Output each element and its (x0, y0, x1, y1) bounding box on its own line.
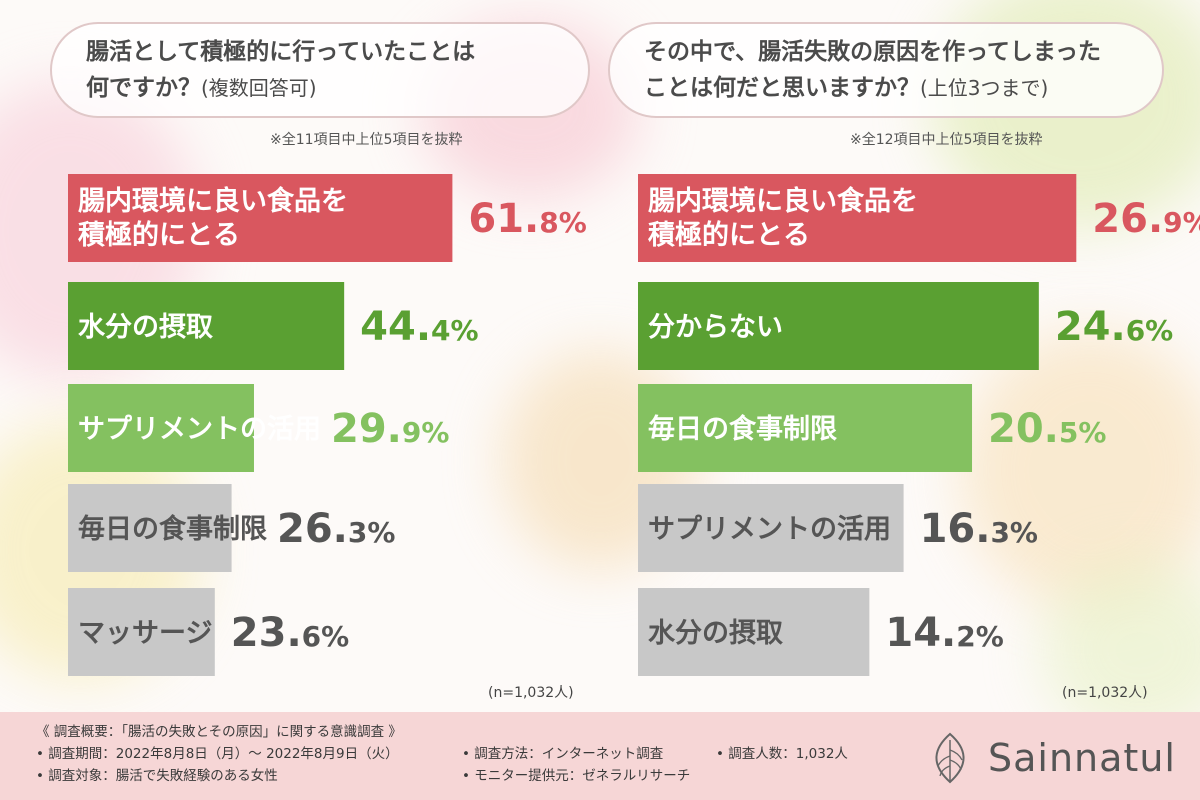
category-label-right-1: 腸内環境に良い食品を積極的にとる (648, 185, 918, 251)
value-label-left-2: 44.4% (360, 304, 478, 350)
value-label-right-2: 24.6% (1055, 304, 1173, 350)
category-label-left-2: 水分の摂取 (78, 312, 213, 343)
right-n-label: (n=1,032人) (1062, 685, 1148, 701)
footer-title: 《 調査概要：「腸活の失敗とその原因」に関する意識調査 》 (36, 724, 402, 740)
bar-left-5 (68, 588, 215, 676)
footer-target: • 調査対象：腸活で失敗経験のある女性 (36, 768, 278, 784)
leaf-logo-icon (935, 732, 965, 784)
category-label-left-1: 腸内環境に良い食品を積極的にとる (78, 185, 348, 251)
category-label-right-3: 毎日の食事制限 (648, 413, 837, 445)
bar-right-3 (638, 384, 973, 472)
right-question-line1: その中で、腸活失敗の原因を作ってしまった (644, 39, 1102, 65)
value-label-right-1: 26.9% (1092, 196, 1200, 242)
left-question-sub: (複数回答可) (201, 76, 317, 100)
value-label-left-5: 23.6% (231, 610, 349, 656)
value-label-right-3: 20.5% (988, 406, 1106, 452)
survey-footer: 《 調査概要：「腸活の失敗とその原因」に関する意識調査 》 • 調査期間：202… (0, 712, 1200, 800)
left-n-label: (n=1,032人) (488, 685, 574, 701)
left-panel: 腸活として積極的に行っていたことは 何ですか？(複数回答可) ※全11項目中上位… (30, 0, 590, 712)
bar-right-5 (638, 588, 870, 676)
footer-method: • 調査方法：インターネット調査 (462, 746, 664, 762)
right-panel: その中で、腸活失敗の原因を作ってしまった ことは何だと思いますか？(上位3つまで… (600, 0, 1170, 712)
left-question-line2: 何ですか？ (86, 75, 201, 101)
bar-left-3 (68, 384, 254, 472)
category-label-right-2: 分からない (648, 312, 783, 343)
bar-right-4 (638, 484, 904, 572)
footer-provider: • モニター提供元：ゼネラルリサーチ (462, 768, 691, 784)
right-note: ※全12項目中上位5項目を抜粋 (850, 132, 1043, 148)
value-label-left-4: 26.3% (277, 506, 395, 552)
category-label-right-5: 水分の摂取 (648, 618, 783, 649)
footer-count: • 調査人数：1,032人 (716, 746, 848, 762)
category-label-left-3: サプリメントの活用 (78, 414, 321, 445)
bar-right-1 (638, 174, 1077, 262)
left-note: ※全11項目中上位5項目を抜粋 (270, 132, 463, 148)
value-label-right-4: 16.3% (920, 506, 1038, 552)
bar-left-4 (68, 484, 232, 572)
right-question-line2: ことは何だと思いますか？ (644, 75, 920, 101)
left-question-line1: 腸活として積極的に行っていたことは (86, 39, 476, 65)
right-question-line2-row: ことは何だと思いますか？(上位3つまで) (644, 70, 1128, 106)
left-question-line2-row: 何ですか？(複数回答可) (86, 70, 554, 106)
bar-left-1 (68, 174, 453, 262)
value-label-left-1: 61.8% (468, 196, 586, 242)
value-label-left-3: 29.9% (331, 406, 449, 452)
category-label-left-5: マッサージ (78, 618, 212, 649)
right-question: その中で、腸活失敗の原因を作ってしまった ことは何だと思いますか？(上位3つまで… (608, 22, 1164, 118)
value-label-right-5: 14.2% (885, 610, 1003, 656)
bar-left-2 (68, 282, 345, 370)
bar-charts: 腸内環境に良い食品を積極的にとる 61.8% 水分の摂取 44.4% サプリメントの活用… (68, 174, 1200, 676)
right-question-sub: (上位3つまで) (920, 76, 1049, 100)
category-label-left-4: 毎日の食事制限 (78, 513, 267, 545)
background-blob (1040, 560, 1200, 740)
bar-right-2 (638, 282, 1039, 370)
brand-name: Sainnatul (988, 736, 1176, 780)
left-question: 腸活として積極的に行っていたことは 何ですか？(複数回答可) (50, 22, 590, 118)
footer-period: • 調査期間：2022年8月8日（月）～ 2022年8月9日（火） (36, 746, 399, 762)
category-label-right-4: サプリメントの活用 (648, 514, 891, 545)
